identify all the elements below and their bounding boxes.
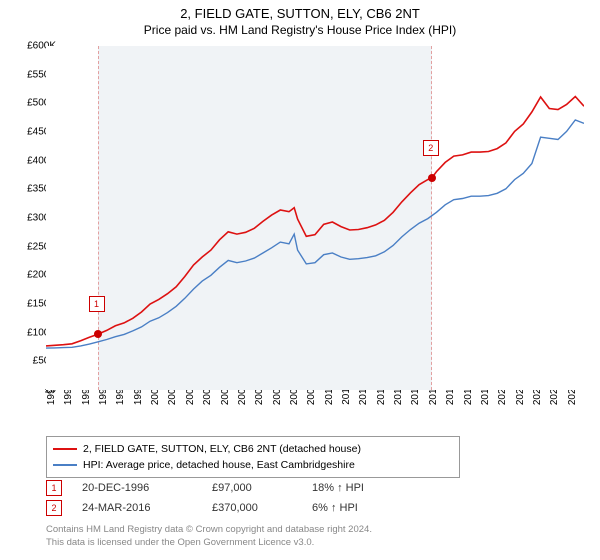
- transaction-row: 2 24-MAR-2016 £370,000 6% ↑ HPI: [46, 498, 432, 518]
- footer-line: Contains HM Land Registry data © Crown c…: [46, 524, 372, 537]
- line-series: [46, 46, 584, 390]
- chart-subtitle: Price paid vs. HM Land Registry's House …: [0, 21, 600, 37]
- transaction-price: £97,000: [212, 482, 312, 494]
- footer-line: This data is licensed under the Open Gov…: [46, 537, 372, 550]
- legend-label: 2, FIELD GATE, SUTTON, ELY, CB6 2NT (det…: [83, 443, 361, 455]
- chart-title: 2, FIELD GATE, SUTTON, ELY, CB6 2NT: [0, 0, 600, 21]
- transactions: 1 20-DEC-1996 £97,000 18% ↑ HPI 2 24-MAR…: [46, 478, 432, 518]
- transaction-row: 1 20-DEC-1996 £97,000 18% ↑ HPI: [46, 478, 432, 498]
- transaction-price: £370,000: [212, 502, 312, 514]
- marker-badge: 2: [46, 500, 62, 516]
- marker-badge: 1: [46, 480, 62, 496]
- footer: Contains HM Land Registry data © Crown c…: [46, 524, 372, 550]
- legend: 2, FIELD GATE, SUTTON, ELY, CB6 2NT (det…: [46, 436, 460, 478]
- legend-row: 2, FIELD GATE, SUTTON, ELY, CB6 2NT (det…: [53, 441, 453, 457]
- transaction-delta: 6% ↑ HPI: [312, 502, 432, 514]
- legend-label: HPI: Average price, detached house, East…: [83, 459, 355, 471]
- transaction-date: 24-MAR-2016: [82, 502, 212, 514]
- legend-row: HPI: Average price, detached house, East…: [53, 457, 453, 473]
- plot-area: 12: [46, 46, 584, 390]
- legend-swatch: [53, 464, 77, 466]
- transaction-delta: 18% ↑ HPI: [312, 482, 432, 494]
- transaction-date: 20-DEC-1996: [82, 482, 212, 494]
- legend-swatch: [53, 448, 77, 450]
